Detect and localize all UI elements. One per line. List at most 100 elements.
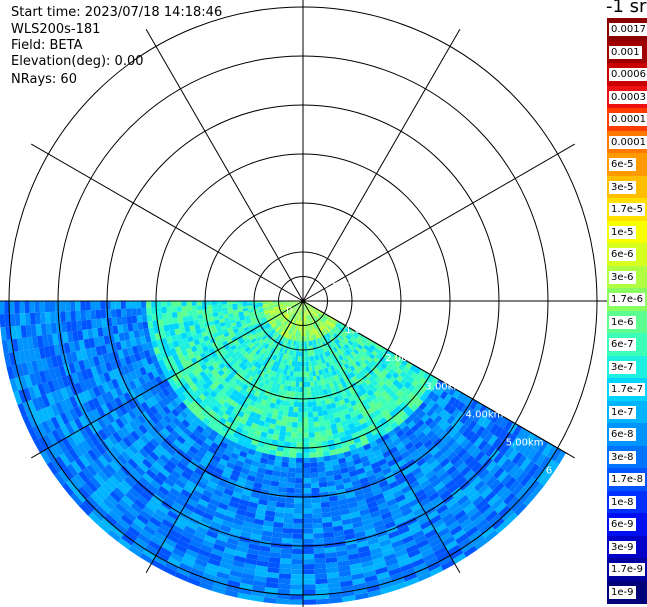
data-cell (216, 462, 226, 471)
data-cell (340, 580, 354, 588)
data-cell (265, 577, 279, 584)
data-cell (345, 390, 353, 398)
data-cell (237, 592, 252, 601)
data-cell (187, 315, 194, 322)
data-cell (228, 574, 242, 583)
data-cell (184, 415, 194, 425)
data-cell (322, 316, 328, 321)
data-cell (348, 377, 355, 385)
data-cell (435, 388, 444, 397)
data-cell (296, 330, 300, 337)
data-cell (295, 325, 298, 331)
data-cell (41, 407, 51, 421)
data-cell (154, 411, 164, 422)
data-cell (269, 402, 276, 409)
data-cell (57, 332, 64, 345)
data-cell (419, 377, 427, 386)
data-cell (133, 517, 147, 530)
data-cell (427, 473, 439, 484)
data-cell (419, 520, 433, 531)
data-cell (126, 346, 134, 356)
data-cell (66, 463, 79, 477)
data-cell (298, 305, 302, 311)
data-cell (221, 436, 231, 445)
data-cell (87, 357, 96, 368)
data-cell (166, 306, 172, 313)
data-cell (223, 449, 233, 458)
data-cell (407, 521, 420, 531)
data-cell (326, 326, 332, 331)
data-cell (293, 302, 299, 306)
data-cell (274, 424, 282, 431)
data-cell (188, 340, 196, 348)
data-cell (273, 516, 285, 523)
data-cell (149, 465, 160, 476)
data-cell (100, 363, 108, 374)
data-cell (211, 585, 226, 595)
data-cell (163, 463, 174, 474)
data-cell (315, 583, 329, 590)
data-cell (515, 486, 528, 500)
data-cell (289, 355, 294, 361)
data-cell (444, 479, 456, 490)
data-cell (161, 518, 174, 530)
data-cell (74, 382, 84, 395)
data-cell (353, 458, 362, 466)
data-cell (256, 560, 269, 568)
data-cell (131, 483, 144, 495)
data-cell (267, 495, 278, 502)
data-cell (232, 362, 239, 370)
data-cell (299, 310, 302, 316)
data-cell (429, 446, 440, 457)
data-cell (152, 447, 163, 458)
data-cell (202, 454, 212, 464)
data-cell (127, 506, 140, 518)
data-cell (398, 421, 408, 430)
data-cell (416, 431, 427, 441)
data-cell (182, 440, 193, 450)
data-cell (294, 396, 299, 403)
data-cell (253, 332, 259, 338)
data-cell (55, 414, 65, 428)
data-cell (31, 336, 39, 349)
data-cell (283, 337, 288, 344)
data-cell (355, 535, 368, 544)
data-cell (286, 487, 295, 494)
data-cell (250, 365, 257, 372)
data-cell (352, 404, 360, 412)
data-cell (242, 441, 252, 449)
data-cell (268, 306, 274, 309)
data-cell (172, 452, 183, 462)
data-cell (303, 594, 317, 600)
data-cell (386, 441, 396, 451)
data-cell (247, 305, 253, 309)
data-cell (310, 482, 320, 489)
data-cell (207, 308, 213, 314)
data-cell (336, 405, 343, 413)
data-cell (315, 354, 319, 361)
data-cell (150, 354, 158, 364)
data-cell (280, 368, 285, 375)
data-cell (328, 354, 334, 361)
data-cell (236, 545, 249, 554)
data-cell (265, 314, 271, 319)
data-cell (322, 346, 327, 353)
data-cell (262, 383, 269, 390)
data-cell (468, 529, 482, 542)
data-cell (361, 518, 374, 526)
data-cell (27, 386, 37, 400)
data-cell (228, 440, 237, 448)
data-cell (150, 378, 159, 388)
data-cell (387, 458, 397, 468)
data-cell (327, 408, 334, 415)
data-cell (295, 340, 298, 347)
data-cell (211, 454, 222, 463)
data-cell (183, 484, 195, 494)
data-cell (67, 331, 74, 343)
data-cell (406, 400, 415, 409)
data-cell (327, 485, 337, 492)
data-cell (247, 301, 253, 304)
data-cell (350, 448, 359, 456)
data-cell (36, 409, 47, 423)
data-cell (39, 312, 46, 324)
